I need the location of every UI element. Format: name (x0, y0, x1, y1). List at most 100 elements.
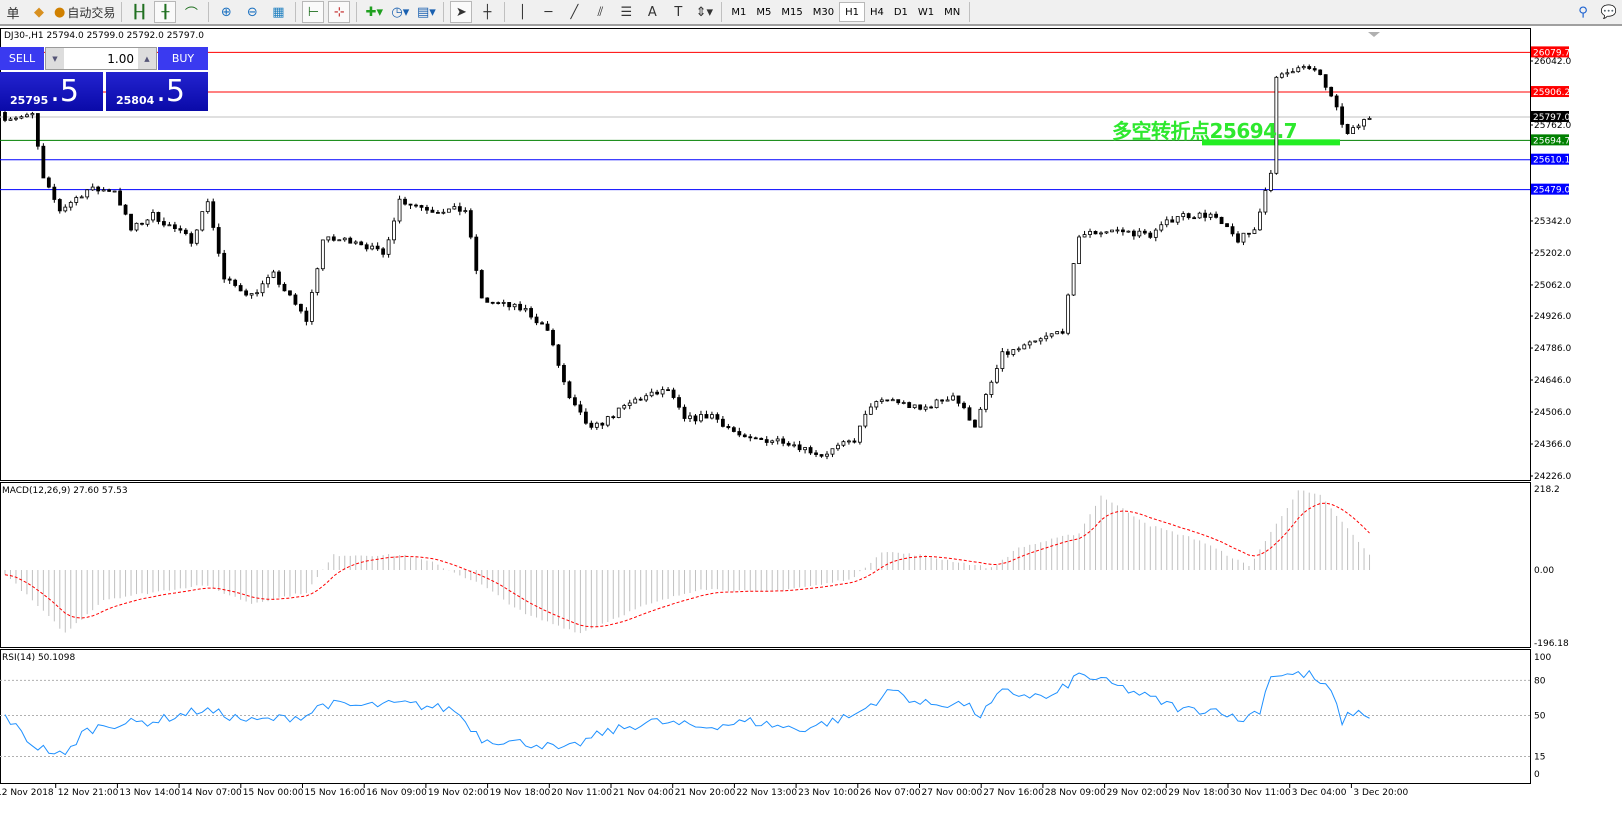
timeframe-m30[interactable]: M30 (812, 6, 835, 18)
candle-body (622, 405, 627, 409)
buy-button[interactable]: BUY (158, 47, 208, 70)
fibonacci-icon[interactable]: ☰ (620, 4, 633, 20)
zoom-in-icon[interactable]: ⊕ (220, 4, 232, 20)
arrows-icon[interactable]: ⇕▾ (695, 4, 714, 20)
candle (178, 225, 183, 234)
candle-body (879, 399, 884, 402)
candle-body (1148, 232, 1153, 238)
timeframe-h4[interactable]: H4 (869, 6, 884, 18)
candle (1170, 215, 1175, 223)
candle (512, 303, 517, 311)
new-order-icon[interactable]: ◆ (34, 4, 44, 20)
line-chart-icon[interactable]: ⌒ (184, 6, 198, 22)
candle-body (452, 206, 457, 210)
auto-trading-button[interactable]: ● 自动交易 (54, 1, 115, 23)
lot-decrease-button[interactable]: ▼ (46, 48, 64, 69)
candle (1230, 223, 1235, 237)
candle (704, 410, 709, 419)
candle-body (501, 302, 506, 304)
timeframe-h1[interactable]: H1 (839, 2, 865, 22)
candle (781, 436, 786, 447)
candle-body (1005, 351, 1010, 355)
timeframe-d1[interactable]: D1 (893, 6, 908, 18)
candle-body (912, 404, 917, 409)
templates-icon[interactable]: ▤▾ (416, 4, 436, 20)
candle-body (814, 452, 818, 455)
sell-price-button[interactable]: 25795.5 (0, 72, 103, 111)
sell-button[interactable]: SELL (0, 47, 44, 70)
tile-windows-icon[interactable]: ▦ (272, 4, 285, 20)
macd-pane-frame (0, 482, 1531, 648)
chat-icon[interactable]: 💬 (1600, 4, 1618, 20)
timeframe-m15[interactable]: M15 (781, 6, 803, 18)
timeframe-m1[interactable]: M1 (731, 6, 747, 18)
candle (1011, 349, 1016, 357)
timeframe-mn[interactable]: MN (944, 6, 961, 18)
candle-body (397, 198, 402, 222)
lot-size-stepper[interactable]: ▼ 1.00 ▲ (45, 47, 157, 70)
candle (748, 434, 753, 442)
chart-window[interactable]: 26042.0 25762.0 25342.0 25202.0 25062.0 24926… (0, 28, 1622, 823)
candle (759, 437, 764, 440)
buy-price-button[interactable]: 25804.5 (106, 72, 208, 111)
crosshair-icon[interactable]: ┼ (483, 4, 492, 20)
search-icon[interactable]: ⚲ (1578, 4, 1588, 20)
candle-body (183, 229, 188, 234)
periods-icon[interactable]: ◷▾ (391, 4, 410, 20)
time-tick-label: 14 Nov 07:00 (181, 788, 242, 798)
candle (1258, 208, 1262, 231)
candle (1099, 231, 1103, 238)
candle-body (46, 177, 51, 188)
candle-body (381, 248, 386, 255)
text-label-icon[interactable]: T (674, 4, 683, 20)
cursor-icon[interactable]: ➤ (450, 1, 473, 23)
candle-body (1011, 349, 1016, 355)
candle (583, 408, 588, 425)
lot-input[interactable]: 1.00 (107, 51, 134, 66)
indicators-icon[interactable]: ✚▾ (365, 4, 384, 20)
candle (945, 396, 950, 402)
candle (1351, 125, 1355, 134)
vertical-line-icon[interactable]: │ (518, 4, 527, 20)
candle (1334, 94, 1339, 111)
candle-body (945, 399, 950, 402)
candle-body (293, 294, 298, 305)
lot-increase-button[interactable]: ▲ (138, 48, 156, 69)
timeframe-w1[interactable]: W1 (917, 6, 935, 18)
chart-canvas[interactable]: 26042.0 25762.0 25342.0 25202.0 25062.0 24926… (0, 28, 1622, 823)
buy-price-frac: .5 (156, 74, 185, 109)
candle (562, 363, 566, 385)
chart-shift-icon[interactable]: ⊢ (302, 1, 325, 23)
menu-fragment[interactable]: 单 (6, 6, 20, 22)
candle (934, 398, 939, 409)
candle-body (485, 297, 490, 303)
candle-body (951, 395, 955, 401)
text-icon[interactable]: A (647, 4, 657, 20)
candle (885, 399, 890, 402)
candle-body (529, 308, 533, 318)
candle (41, 143, 46, 179)
horizontal-line-icon[interactable]: ─ (544, 4, 553, 20)
timeframe-m5[interactable]: M5 (756, 6, 772, 18)
candle (523, 304, 528, 313)
candle (430, 206, 435, 213)
price-level-label: 26079.7 (1533, 48, 1570, 58)
time-tick-label: 15 Nov 16:00 (305, 788, 366, 798)
candle-body (1241, 232, 1246, 243)
bar-chart-icon[interactable]: ┠┨ (131, 4, 148, 20)
candle-body (441, 211, 446, 214)
autoscroll-icon[interactable]: ⊹ (328, 1, 351, 23)
candle (277, 270, 281, 288)
price-tick-label: 24366.0 (1534, 440, 1571, 450)
candlestick-icon[interactable]: ╂ (154, 1, 177, 23)
candle-body (857, 425, 862, 443)
candle (370, 242, 375, 251)
candle-body (1088, 230, 1092, 235)
trendline-icon[interactable]: ╱ (570, 4, 579, 20)
equidistant-channel-icon[interactable]: ⫽ (597, 4, 604, 20)
candle (1164, 216, 1169, 228)
zoom-out-icon[interactable]: ⊖ (246, 4, 258, 20)
candle (660, 386, 665, 398)
price-level-tag (1531, 134, 1569, 146)
candle (836, 442, 840, 451)
